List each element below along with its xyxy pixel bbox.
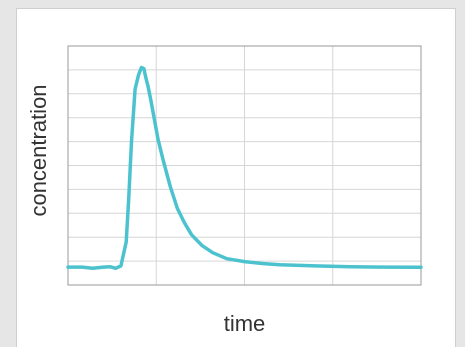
y-axis-label: concentration (26, 84, 51, 216)
axes (67, 45, 422, 286)
series-line (66, 65, 423, 271)
x-axis-label: time (224, 311, 266, 336)
concentration-time-chart: time concentration (26, 45, 423, 336)
plot-frame (67, 45, 422, 286)
chart-panel: time concentration (16, 8, 456, 347)
